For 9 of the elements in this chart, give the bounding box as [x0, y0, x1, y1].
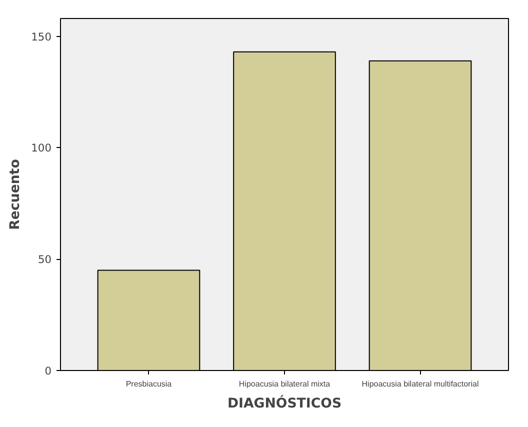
x-tick-label: Hipoacusia bilateral mixta — [238, 380, 331, 388]
y-tick-label: 0 — [44, 364, 52, 378]
x-axis-title: DIAGNÓSTICOS — [227, 394, 342, 412]
x-tick-label: Presbiacusia — [126, 380, 172, 388]
y-tick-label: 100 — [31, 142, 52, 155]
y-tick-label: 150 — [31, 30, 52, 44]
y-tick-label: 50 — [38, 253, 52, 266]
x-tick-label: Hipoacusia bilateral multifactorial — [362, 380, 479, 388]
y-axis-title: Recuento — [8, 159, 24, 230]
